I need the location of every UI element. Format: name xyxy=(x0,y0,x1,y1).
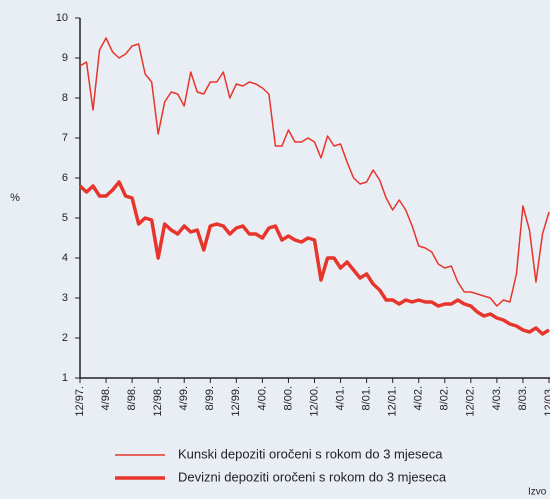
x-tick-label: 12/00. xyxy=(308,386,320,417)
x-tick-label: 4/00. xyxy=(256,386,268,410)
x-tick-label: 8/02. xyxy=(439,386,451,410)
legend: Kunski depoziti oročeni s rokom do 3 mje… xyxy=(115,446,447,484)
y-tick-label: 2 xyxy=(62,332,68,344)
x-tick-label: 12/03. xyxy=(543,386,550,417)
y-tick-label: 9 xyxy=(62,52,68,64)
x-tick-label: 4/02. xyxy=(413,386,425,410)
x-tick-label: 8/03. xyxy=(517,386,529,410)
x-tick-label: 4/03. xyxy=(491,386,503,410)
y-tick-label: 7 xyxy=(62,132,68,144)
x-tick-label: 12/02. xyxy=(465,386,477,417)
y-tick-label: 10 xyxy=(56,12,68,24)
x-tick-label: 4/98. xyxy=(100,386,112,410)
x-tick-label: 12/98. xyxy=(152,386,164,417)
x-tick-label: 4/99. xyxy=(178,386,190,410)
x-tick-label: 8/00. xyxy=(282,386,294,410)
x-tick-label: 4/01. xyxy=(334,386,346,410)
x-tick-label: 8/98. xyxy=(126,386,138,410)
y-axis-label: % xyxy=(10,192,20,204)
x-tick-label: 8/01. xyxy=(361,386,373,410)
y-tick-label: 4 xyxy=(62,252,68,264)
y-tick-label: 5 xyxy=(62,212,68,224)
x-tick-label: 12/97. xyxy=(74,386,86,417)
x-tick-label: 8/99. xyxy=(204,386,216,410)
source-note: Izvo xyxy=(528,487,547,498)
y-tick-label: 3 xyxy=(62,292,68,304)
line-series xyxy=(78,180,550,336)
y-tick-label: 1 xyxy=(62,372,68,384)
y-tick-label: 6 xyxy=(62,172,68,184)
x-tick-label: 12/99. xyxy=(230,386,242,417)
legend-label: Devizni depoziti oročeni s rokom do 3 mj… xyxy=(178,469,447,484)
x-tick-label: 12/01. xyxy=(387,386,399,417)
y-tick-label: 8 xyxy=(62,92,68,104)
legend-label: Kunski depoziti oročeni s rokom do 3 mje… xyxy=(178,446,443,461)
line-series xyxy=(79,37,550,307)
